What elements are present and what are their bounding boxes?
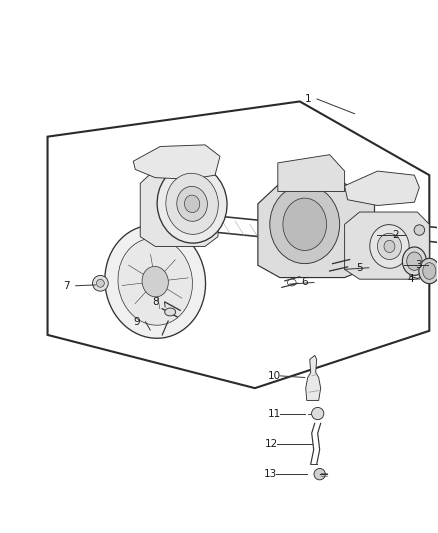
Text: 9: 9 xyxy=(133,317,140,327)
Ellipse shape xyxy=(378,233,402,260)
Circle shape xyxy=(96,279,104,287)
Polygon shape xyxy=(345,212,429,279)
Ellipse shape xyxy=(166,173,218,235)
Circle shape xyxy=(92,276,108,291)
Polygon shape xyxy=(133,145,220,179)
Circle shape xyxy=(414,225,424,235)
Ellipse shape xyxy=(165,308,176,316)
Polygon shape xyxy=(140,169,218,246)
Text: 11: 11 xyxy=(268,408,281,418)
Circle shape xyxy=(311,407,324,419)
Polygon shape xyxy=(306,356,321,400)
Ellipse shape xyxy=(384,240,395,253)
Text: 12: 12 xyxy=(265,439,278,449)
Text: 1: 1 xyxy=(305,94,311,104)
Ellipse shape xyxy=(423,263,436,279)
Ellipse shape xyxy=(270,185,339,264)
Ellipse shape xyxy=(419,259,438,284)
Text: 6: 6 xyxy=(302,278,308,287)
Ellipse shape xyxy=(142,266,168,297)
Text: 10: 10 xyxy=(268,371,281,381)
Text: 2: 2 xyxy=(392,230,399,240)
Text: 13: 13 xyxy=(264,469,277,479)
Text: 4: 4 xyxy=(407,274,414,284)
Text: 5: 5 xyxy=(357,263,363,273)
Ellipse shape xyxy=(283,198,327,251)
Text: 3: 3 xyxy=(415,260,422,270)
Ellipse shape xyxy=(184,195,200,213)
Ellipse shape xyxy=(177,187,207,221)
Polygon shape xyxy=(258,183,374,278)
Ellipse shape xyxy=(403,247,426,276)
Polygon shape xyxy=(278,155,345,191)
Ellipse shape xyxy=(118,238,192,325)
Text: 7: 7 xyxy=(64,281,70,290)
Polygon shape xyxy=(345,171,419,206)
Text: 8: 8 xyxy=(152,297,159,307)
Ellipse shape xyxy=(370,224,409,268)
Ellipse shape xyxy=(157,165,227,243)
Ellipse shape xyxy=(105,225,205,338)
Circle shape xyxy=(314,469,325,480)
Ellipse shape xyxy=(407,252,422,270)
